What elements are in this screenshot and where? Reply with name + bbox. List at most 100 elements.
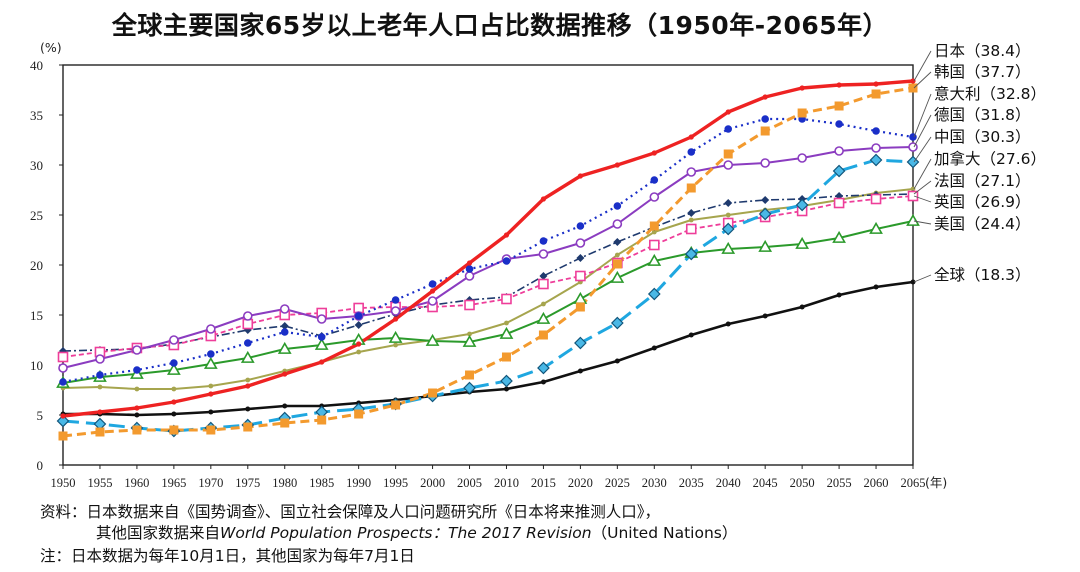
- data-point-中国-2025: [610, 316, 624, 330]
- data-point-日本-1960: [134, 405, 140, 411]
- data-point-中国-2005: [463, 381, 476, 395]
- data-point-全球-1975: [245, 406, 251, 412]
- data-point-意大利-1950: [59, 378, 67, 386]
- data-point-意大利-1970: [207, 350, 215, 358]
- source-note-2: 其他国家数据来自World Population Prospects：The 2…: [96, 523, 737, 543]
- data-point-英国-2015: [538, 278, 549, 290]
- series-line-美国: [62, 220, 914, 384]
- x-tick-label: 2000: [420, 476, 445, 490]
- leader-line-英国: [913, 195, 932, 203]
- data-point-中国-2015: [537, 361, 550, 375]
- data-point-韩国-2065: [908, 83, 918, 93]
- data-point-法国-2020: [576, 254, 585, 262]
- data-point-德国-1955: [95, 354, 105, 364]
- data-point-法国-2045: [761, 196, 770, 204]
- x-tick-label: 2025: [605, 476, 630, 490]
- series-label-加拿大: 加拿大（27.6）: [934, 149, 1046, 168]
- x-tick-label: 2015: [531, 476, 556, 490]
- data-point-意大利-1980: [280, 328, 289, 336]
- data-point-全球-1980: [282, 403, 288, 409]
- data-point-韩国-1965: [169, 425, 179, 435]
- data-point-全球-2040: [725, 321, 731, 327]
- data-point-日本-2045: [762, 94, 768, 100]
- data-point-美国-1975: [240, 350, 255, 363]
- data-point-德国-1995: [390, 306, 401, 316]
- data-point-日本-2060: [873, 81, 879, 87]
- data-point-英国-2030: [649, 239, 660, 251]
- data-point-韩国-1950: [58, 431, 68, 441]
- data-point-全球-2055: [836, 292, 842, 298]
- data-point-日本-2035: [688, 134, 694, 140]
- data-point-韩国-2050: [797, 108, 807, 118]
- series-line-法国: [62, 193, 914, 352]
- data-point-日本-1990: [356, 341, 362, 347]
- data-point-美国-1970: [203, 356, 218, 369]
- chart-series-labels: 日本（38.4） 韩国（37.7） 意大利（32.8） 德国（31.8） 中国（30.3…: [913, 42, 1046, 284]
- y-tick-label: 35: [30, 108, 43, 123]
- data-point-德国-2035: [686, 167, 697, 177]
- data-point-英国-1990: [353, 302, 364, 314]
- data-point-日本-1955: [97, 409, 103, 415]
- data-point-日本-1965: [171, 399, 177, 405]
- data-point-日本-1970: [208, 391, 214, 397]
- data-point-意大利-2015: [539, 237, 548, 245]
- x-tick-label: 1960: [124, 476, 149, 490]
- x-tick-label: 2010: [494, 476, 519, 490]
- data-point-全球-2060: [873, 284, 879, 290]
- data-point-法国-2025: [613, 238, 622, 246]
- series-label-中国: 中国（30.3）: [934, 128, 1031, 146]
- source-note-1: 资料：日本数据来自《国势调查》、国立社会保障及人口问题研究所《日本将来推测人口》…: [40, 503, 661, 521]
- data-point-加拿大-2005: [467, 331, 472, 337]
- x-tick-label: 2055: [827, 476, 852, 490]
- data-point-日本-1995: [393, 316, 399, 322]
- x-tick-label: 2030: [642, 476, 667, 490]
- leader-line-加拿大: [913, 158, 932, 190]
- data-point-意大利-2060: [872, 127, 880, 135]
- series-label-英国: 英国（26.9）: [934, 193, 1031, 211]
- data-point-全球-2030: [651, 345, 657, 351]
- data-point-日本-1980: [282, 371, 288, 377]
- data-point-中国-2010: [500, 374, 513, 388]
- data-point-全球-2035: [688, 332, 694, 338]
- data-point-中国-2050: [795, 198, 809, 212]
- y-tick-label: 40: [30, 58, 43, 73]
- chart-series-lines: [62, 79, 914, 438]
- data-point-德国-1975: [242, 311, 253, 321]
- y-tick-label: 20: [30, 258, 43, 273]
- data-point-全球-2020: [577, 368, 583, 374]
- data-point-中国-1950: [56, 414, 70, 428]
- data-point-美国-1965: [166, 362, 181, 375]
- data-point-日本-1985: [319, 359, 325, 365]
- leader-line-韩国: [913, 71, 932, 89]
- x-tick-label: 2020: [568, 476, 593, 490]
- data-point-日本-2050: [799, 85, 805, 91]
- data-point-德国-2000: [427, 296, 438, 306]
- leader-line-德国: [913, 114, 932, 148]
- data-point-德国-2055: [834, 146, 844, 156]
- leader-line-中国: [913, 136, 932, 163]
- data-point-意大利-1965: [170, 359, 178, 367]
- data-point-日本-2010: [503, 232, 510, 238]
- data-point-日本-2015: [540, 196, 547, 202]
- data-point-法国-2035: [687, 209, 696, 217]
- data-point-英国-1975: [242, 318, 254, 330]
- data-point-加拿大-2025: [614, 252, 620, 258]
- data-point-加拿大-1990: [356, 349, 362, 355]
- data-point-中国-2040: [721, 222, 735, 236]
- data-point-德国-2020: [575, 238, 586, 248]
- x-tick-label: 1950: [51, 476, 76, 490]
- data-point-韩国-2040: [723, 149, 733, 159]
- data-point-全球-2015: [540, 379, 546, 385]
- data-point-德国-2045: [760, 158, 770, 168]
- x-tick-label: 1995: [383, 476, 408, 490]
- leader-line-全球: [913, 274, 932, 283]
- data-point-加拿大-1995: [393, 342, 399, 348]
- data-point-美国-2045: [758, 239, 773, 252]
- data-point-法国-1980: [280, 322, 289, 330]
- data-point-德国-2025: [612, 219, 623, 229]
- x-axis-label: (年): [925, 475, 947, 490]
- x-tick-label: 2065: [901, 476, 926, 490]
- data-point-意大利-1990: [354, 312, 363, 320]
- data-point-意大利-2065: [909, 133, 917, 141]
- data-point-韩国-1985: [317, 415, 327, 425]
